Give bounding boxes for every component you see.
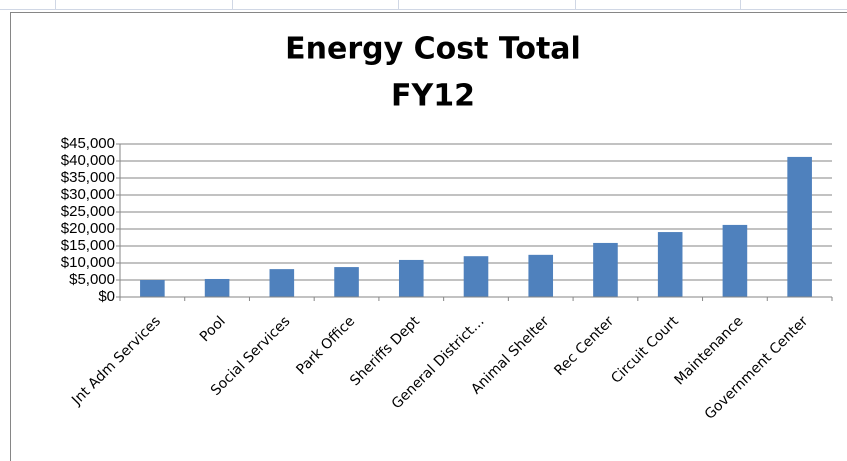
- bar: [528, 254, 554, 297]
- bar: [787, 156, 812, 297]
- chart-frame: [10, 12, 847, 461]
- y-tick-label: $10,000: [61, 254, 115, 271]
- y-tick-label: $20,000: [61, 220, 115, 237]
- bar: [204, 278, 230, 297]
- y-tick-label: $35,000: [61, 169, 115, 186]
- bar: [269, 269, 295, 297]
- bar: [463, 256, 489, 297]
- bar: [334, 267, 359, 297]
- bar: [657, 232, 683, 297]
- y-tick-label: $30,000: [61, 186, 115, 203]
- chart-title: Energy Cost Total: [285, 32, 581, 67]
- y-tick-label: $15,000: [61, 237, 115, 254]
- y-tick-label: $5,000: [69, 271, 115, 288]
- y-tick-label: $40,000: [61, 152, 115, 169]
- bar: [398, 259, 424, 297]
- y-tick-label: $45,000: [61, 135, 115, 152]
- bar: [593, 242, 618, 297]
- y-tick-label: $25,000: [61, 203, 115, 220]
- bar: [140, 280, 165, 297]
- sheet-grid: [0, 0, 847, 10]
- bar: [722, 224, 748, 297]
- y-tick-label: $0: [98, 288, 115, 305]
- chart-subtitle: FY12: [391, 79, 475, 114]
